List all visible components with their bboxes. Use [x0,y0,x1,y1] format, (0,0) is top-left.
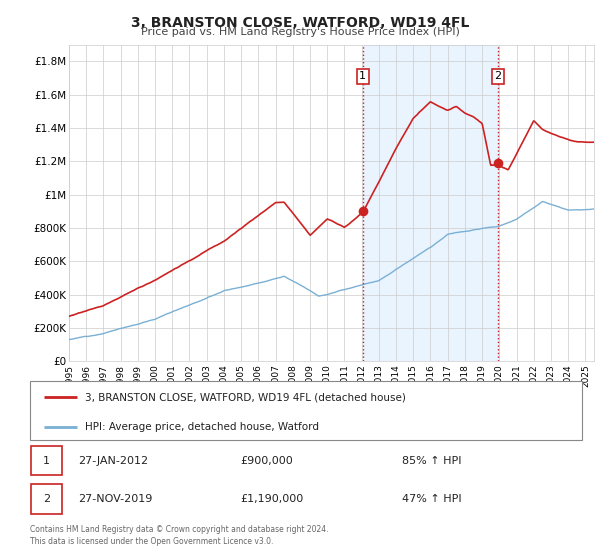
Text: 1: 1 [359,72,367,81]
Text: 27-NOV-2019: 27-NOV-2019 [78,494,152,504]
Bar [363,45,498,361]
Text: 3, BRANSTON CLOSE, WATFORD, WD19 4FL (detached house): 3, BRANSTON CLOSE, WATFORD, WD19 4FL (de… [85,392,406,402]
Text: 27-JAN-2012: 27-JAN-2012 [78,456,148,466]
FancyBboxPatch shape [31,446,62,475]
Text: Price paid vs. HM Land Registry's House Price Index (HPI): Price paid vs. HM Land Registry's House … [140,27,460,37]
Text: 47% ↑ HPI: 47% ↑ HPI [402,494,461,504]
Text: 2: 2 [43,494,50,504]
Text: 3, BRANSTON CLOSE, WATFORD, WD19 4FL: 3, BRANSTON CLOSE, WATFORD, WD19 4FL [131,16,469,30]
FancyBboxPatch shape [30,381,582,440]
Text: £1,190,000: £1,190,000 [240,494,303,504]
Text: 1: 1 [43,456,50,466]
Text: Contains HM Land Registry data © Crown copyright and database right 2024.
This d: Contains HM Land Registry data © Crown c… [30,525,329,546]
Text: 2: 2 [494,72,502,81]
FancyBboxPatch shape [31,484,62,514]
Text: £900,000: £900,000 [240,456,293,466]
Text: 85% ↑ HPI: 85% ↑ HPI [402,456,461,466]
Text: HPI: Average price, detached house, Watford: HPI: Average price, detached house, Watf… [85,422,319,432]
